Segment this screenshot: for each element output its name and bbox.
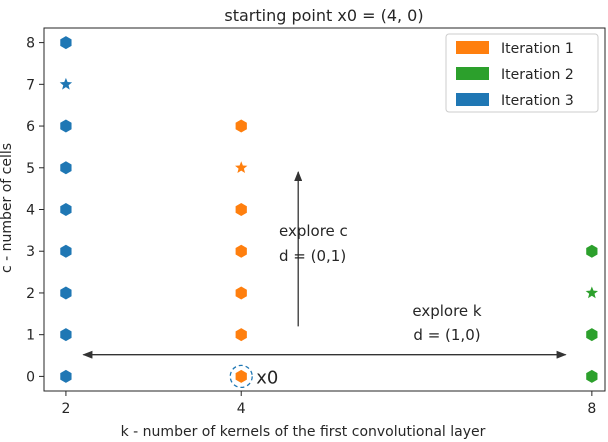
- y-tick-label: 6: [26, 119, 35, 135]
- explore-c-label: explore c: [279, 222, 348, 240]
- y-axis-ticks: 0 1 2 3 4 5 6 7 8: [26, 36, 44, 385]
- start-point-marker: [229, 364, 253, 389]
- data-point: [60, 119, 72, 133]
- explore-c-direction: d = (0,1): [279, 247, 346, 265]
- data-point: [235, 119, 247, 133]
- y-tick-label: 8: [26, 36, 35, 52]
- start-point-label: x0: [256, 367, 278, 388]
- data-point: [235, 286, 247, 300]
- y-tick-label: 2: [26, 286, 35, 302]
- chart-title: starting point x0 = (4, 0): [224, 6, 423, 25]
- y-tick-label: 5: [26, 161, 35, 177]
- y-tick-label: 7: [26, 77, 35, 93]
- data-point: [235, 203, 247, 216]
- star-point: [585, 286, 599, 299]
- data-points: [59, 36, 599, 383]
- y-tick-label: 3: [26, 244, 35, 260]
- data-point: [235, 369, 247, 383]
- data-point: [60, 244, 72, 258]
- x-tick-label: 2: [61, 401, 70, 417]
- legend: Iteration 1 Iteration 2 Iteration 3: [445, 33, 599, 113]
- y-tick-label: 4: [26, 203, 35, 219]
- data-point: [235, 244, 247, 258]
- star-point: [59, 77, 73, 90]
- y-tick-label: 0: [26, 369, 35, 385]
- data-point: [235, 328, 247, 342]
- legend-label: Iteration 3: [501, 93, 574, 109]
- x-axis-label: k - number of kernels of the first convo…: [121, 424, 486, 440]
- x-tick-label: 4: [237, 401, 246, 417]
- star-point: [235, 161, 248, 174]
- x-axis-ticks: 2 4 8: [61, 391, 596, 417]
- legend-swatch: [456, 93, 489, 106]
- data-point: [60, 369, 72, 383]
- data-point: [60, 203, 72, 216]
- legend-swatch: [456, 67, 489, 80]
- data-point: [586, 328, 598, 342]
- data-point: [60, 161, 72, 175]
- y-tick-label: 1: [26, 328, 35, 344]
- legend-label: Iteration 2: [501, 67, 574, 83]
- explore-k-label: explore k: [412, 302, 482, 320]
- data-point: [586, 244, 598, 258]
- data-point: [60, 328, 72, 342]
- y-axis-label: c - number of cells: [0, 143, 15, 273]
- data-point: [60, 286, 72, 300]
- legend-label: Iteration 1: [501, 41, 574, 57]
- data-point: [586, 369, 598, 383]
- x-tick-label: 8: [587, 401, 596, 417]
- data-point: [60, 36, 72, 50]
- legend-swatch: [456, 41, 489, 54]
- explore-k-direction: d = (1,0): [413, 326, 480, 344]
